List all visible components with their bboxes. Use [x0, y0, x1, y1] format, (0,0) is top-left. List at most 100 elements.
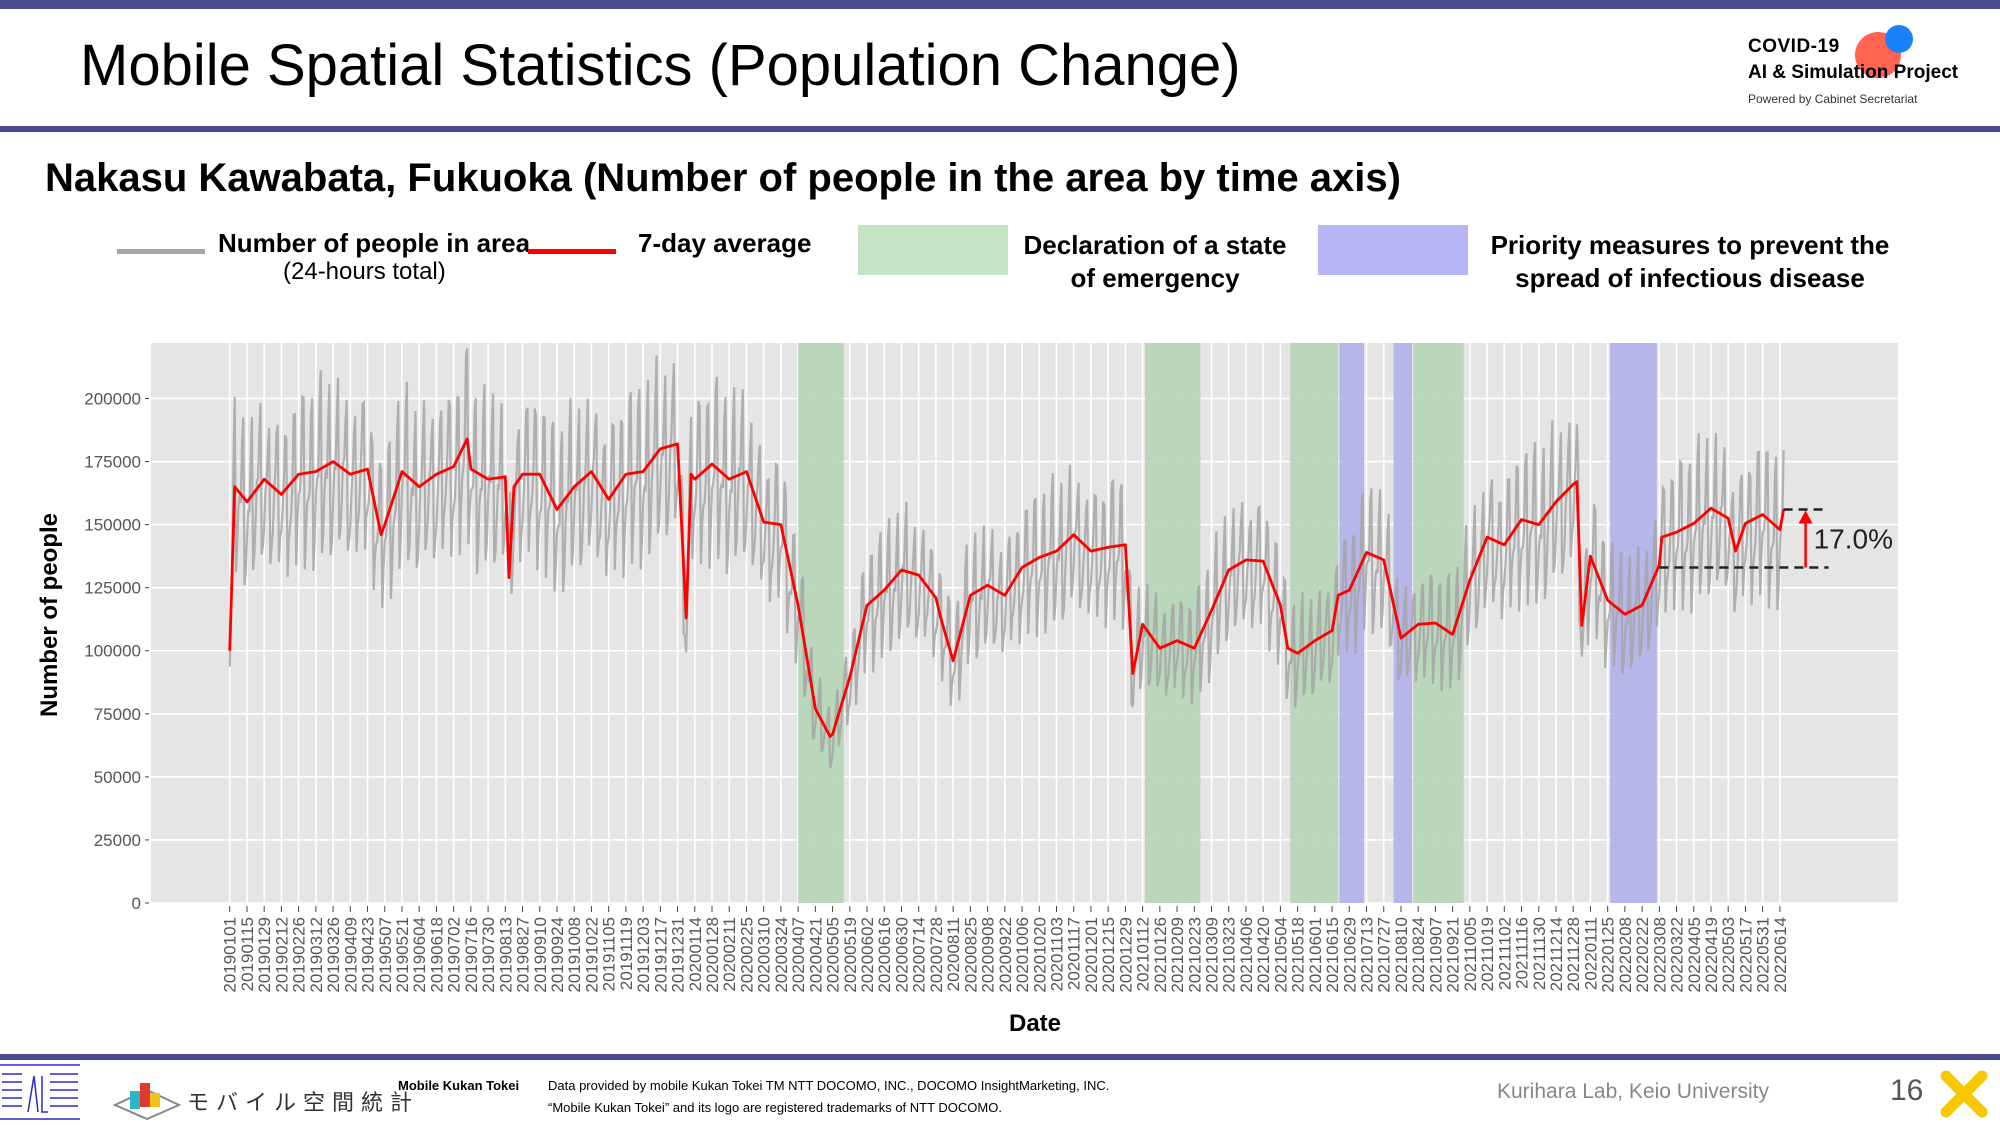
y-tick-label: 0 — [132, 894, 141, 913]
x-tick-label: 20220111 — [1581, 917, 1600, 990]
x-tick-label: 20200324 — [772, 917, 791, 993]
page-title: Mobile Spatial Statistics (Population Ch… — [80, 33, 1241, 98]
x-tick-label: 20210629 — [1340, 917, 1359, 993]
x-tick-label: 20210323 — [1220, 917, 1239, 993]
x-tick-label: 20210810 — [1392, 917, 1411, 993]
logo-blue-circle-icon — [1885, 25, 1913, 53]
x-tick-label: 20201117 — [1065, 917, 1084, 990]
x-tick-label: 20210824 — [1409, 917, 1428, 993]
brand-kana: モバイル空間統計 — [187, 1090, 420, 1115]
y-tick-label: 175000 — [84, 453, 141, 472]
page-number: 16 — [1890, 1074, 1924, 1107]
x-tick-label: 20211228 — [1564, 917, 1583, 991]
y-tick-label: 125000 — [84, 579, 141, 598]
legend-emergency-line1: Declaration of a state — [1023, 230, 1287, 260]
header-divider — [0, 126, 2000, 132]
logo-line1: COVID-19 — [1748, 36, 1840, 57]
x-tick-label: 20200811 — [944, 917, 963, 991]
x-tick-label: 20211130 — [1530, 917, 1549, 990]
x-tick-label: 20220125 — [1599, 917, 1618, 993]
x-tick-label: 20201006 — [1013, 917, 1032, 993]
emergency-period-band — [1290, 343, 1339, 903]
x-tick-label: 20210601 — [1306, 917, 1325, 993]
x-tick-label: 20191119 — [617, 917, 636, 990]
annotation-percent-label: 17.0% — [1814, 523, 1893, 554]
x-tick-label: 20210309 — [1203, 917, 1222, 993]
university-logo-icon — [0, 1064, 80, 1120]
y-tick-label: 25000 — [94, 831, 141, 850]
x-tick-label: 20190326 — [324, 917, 343, 993]
x-tick-label: 20201020 — [1030, 917, 1049, 993]
legend-daily-sub: (24-hours total) — [283, 258, 446, 285]
emergency-period-band — [798, 343, 844, 903]
x-tick-label: 20200114 — [686, 917, 705, 991]
x-tick-label: 20200407 — [789, 917, 808, 993]
y-tick-label: 50000 — [94, 768, 141, 787]
x-tick-label: 20191105 — [600, 917, 619, 991]
legend-avg-line-icon — [528, 249, 616, 254]
x-tick-label: 20190212 — [272, 917, 291, 993]
x-tick-label: 20190730 — [479, 917, 498, 993]
x-tick-label: 20210713 — [1358, 917, 1377, 993]
x-tick-label: 20200519 — [841, 917, 860, 993]
x-tick-label: 20190618 — [427, 917, 446, 993]
credit-line2: “Mobile Kukan Tokei” and its logo are re… — [548, 1100, 1002, 1115]
x-tick-label: 20210223 — [1185, 917, 1204, 993]
y-tick-label: 100000 — [84, 642, 141, 661]
priority-measures-band — [1339, 343, 1365, 903]
x-tick-label: 20211102 — [1495, 917, 1514, 990]
x-tick-label: 20200922 — [996, 917, 1015, 993]
x-tick-label: 20191203 — [634, 917, 653, 993]
x-tick-label: 20210907 — [1426, 917, 1445, 993]
x-tick-label: 20200421 — [806, 917, 825, 993]
x-tick-label: 20200128 — [703, 917, 722, 993]
x-axis-label: Date — [1008, 1010, 1062, 1037]
x-tick-label: 20211116 — [1513, 917, 1532, 989]
x-tick-label: 20201229 — [1116, 917, 1135, 993]
x-tick-label: 20220517 — [1736, 917, 1755, 993]
x-tick-label: 20191008 — [565, 917, 584, 993]
x-tick-label: 20200714 — [910, 917, 929, 993]
x-tick-label: 20190604 — [410, 917, 429, 993]
x-tick-label: 20190507 — [376, 917, 395, 993]
x-tick-label: 20210921 — [1444, 917, 1463, 993]
x-tick-label: 20220503 — [1719, 917, 1738, 993]
x-tick-label: 20210615 — [1323, 917, 1342, 993]
x-tick-label: 20191231 — [669, 917, 688, 993]
legend-priority-swatch-icon — [1318, 225, 1468, 275]
x-tick-label: 20190910 — [531, 917, 550, 993]
mobile-kukan-tokei-logo: モバイル空間統計 — [112, 1075, 412, 1121]
x-tick-label: 20200505 — [824, 917, 843, 993]
legend-emergency-swatch-icon — [858, 225, 1008, 275]
x-tick-label: 20211005 — [1461, 917, 1480, 991]
population-chart: 0 25000 50000 75000 100000 125000 150000 175000… — [84, 343, 1898, 993]
daily-count-line — [228, 348, 1785, 769]
x-tick-label: 20220222 — [1633, 917, 1652, 993]
x-tick-label: 20201103 — [1047, 917, 1066, 991]
x-tick-label: 20190521 — [393, 917, 412, 993]
legend-emergency-line2: of emergency — [1070, 263, 1240, 293]
seven-day-average-line — [228, 437, 1785, 738]
x-tick-label: 20200908 — [979, 917, 998, 993]
x-tick-label: 20190226 — [290, 917, 309, 993]
x-tick-label: 20210504 — [1271, 917, 1290, 993]
x-tick-label: 20200225 — [737, 917, 756, 993]
x-tick-label: 20190702 — [445, 917, 464, 993]
x-tick-label: 20200825 — [961, 917, 980, 993]
x-tick-label: 20220531 — [1754, 917, 1773, 993]
y-tick-label: 150000 — [84, 516, 141, 535]
logo-line2: AI & Simulation Project — [1748, 62, 1959, 83]
lab-name: Kurihara Lab, Keio University — [1497, 1080, 1769, 1103]
legend-priority-line1: Priority measures to prevent the — [1490, 230, 1890, 260]
crossed-pens-logo-icon — [1940, 1070, 1988, 1118]
x-tick-label: 20190716 — [462, 917, 481, 993]
x-tick-label: 20201201 — [1082, 917, 1101, 993]
x-tick-label: 20210209 — [1168, 917, 1187, 993]
y-tick-label: 200000 — [84, 389, 141, 408]
x-tick-label: 20210518 — [1289, 917, 1308, 993]
x-tick-label: 20211214 — [1547, 917, 1566, 991]
x-tick-label: 20210420 — [1254, 917, 1273, 993]
x-tick-label: 20200616 — [875, 917, 894, 993]
chart-title: Nakasu Kawabata, Fukuoka (Number of peop… — [45, 156, 1401, 200]
x-tick-label: 20220419 — [1702, 917, 1721, 993]
